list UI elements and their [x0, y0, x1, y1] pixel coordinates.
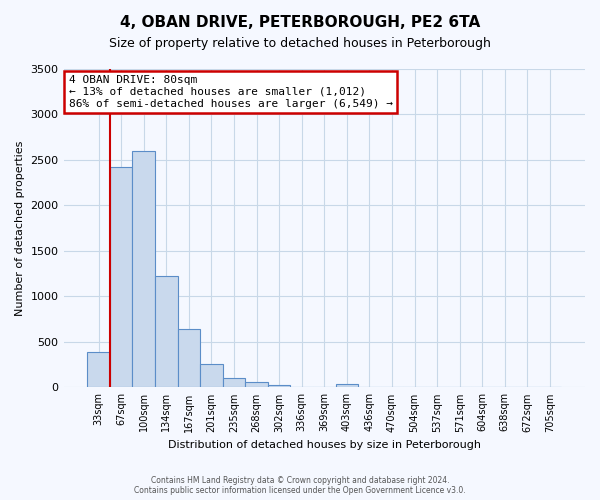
- Bar: [335, 384, 358, 388]
- Bar: [155, 276, 178, 388]
- Text: Size of property relative to detached houses in Peterborough: Size of property relative to detached ho…: [109, 38, 491, 51]
- X-axis label: Distribution of detached houses by size in Peterborough: Distribution of detached houses by size …: [168, 440, 481, 450]
- Bar: [178, 329, 200, 388]
- Bar: [133, 151, 155, 388]
- Bar: [87, 352, 110, 388]
- Bar: [110, 168, 133, 388]
- Bar: [200, 364, 223, 388]
- Text: 4 OBAN DRIVE: 80sqm
← 13% of detached houses are smaller (1,012)
86% of semi-det: 4 OBAN DRIVE: 80sqm ← 13% of detached ho…: [69, 76, 393, 108]
- Y-axis label: Number of detached properties: Number of detached properties: [15, 140, 25, 316]
- Text: Contains HM Land Registry data © Crown copyright and database right 2024.
Contai: Contains HM Land Registry data © Crown c…: [134, 476, 466, 495]
- Bar: [223, 378, 245, 388]
- Text: 4, OBAN DRIVE, PETERBOROUGH, PE2 6TA: 4, OBAN DRIVE, PETERBOROUGH, PE2 6TA: [120, 15, 480, 30]
- Bar: [268, 384, 290, 388]
- Bar: [245, 382, 268, 388]
